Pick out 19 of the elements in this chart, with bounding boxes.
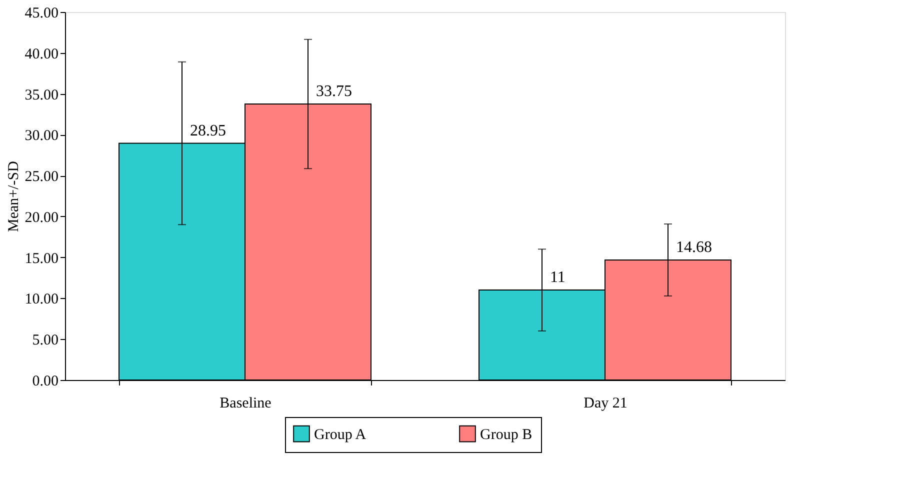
y-tick-label: 10.00 [24,292,58,308]
y-tick-label: 0.00 [32,374,58,390]
x-tick-label: Day 21 [584,396,628,412]
data-label: 14.68 [676,238,712,256]
legend-label: Group B [480,426,532,443]
legend-label: Group A [314,426,366,443]
y-tick-label: 20.00 [24,210,58,226]
y-tick-label: 45.00 [24,6,58,22]
data-label: 28.95 [190,122,226,140]
y-tick-label: 5.00 [32,332,58,349]
y-tick-label: 30.00 [24,128,58,144]
x-tick-label: Baseline [220,396,272,412]
y-tick-label: 35.00 [24,87,58,104]
data-label: 33.75 [316,83,352,100]
y-tick-label: 40.00 [24,46,58,62]
y-tick-label: 25.00 [24,169,58,186]
y-tick-label: 15.00 [24,250,58,267]
y-axis-title: Mean+/-SD [6,160,22,232]
data-label: 11 [550,269,566,286]
